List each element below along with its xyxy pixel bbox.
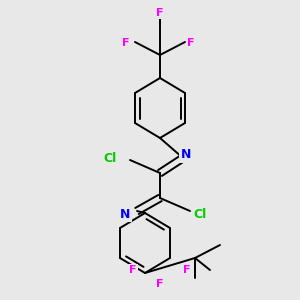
Text: N: N	[181, 148, 191, 161]
Text: F: F	[129, 265, 137, 275]
Text: F: F	[156, 279, 164, 289]
Text: Cl: Cl	[194, 208, 207, 221]
Text: F: F	[156, 8, 164, 18]
Text: N: N	[120, 208, 130, 220]
Text: F: F	[122, 38, 130, 48]
Text: F: F	[187, 38, 195, 48]
Text: F: F	[183, 265, 191, 275]
Text: Cl: Cl	[103, 152, 117, 164]
